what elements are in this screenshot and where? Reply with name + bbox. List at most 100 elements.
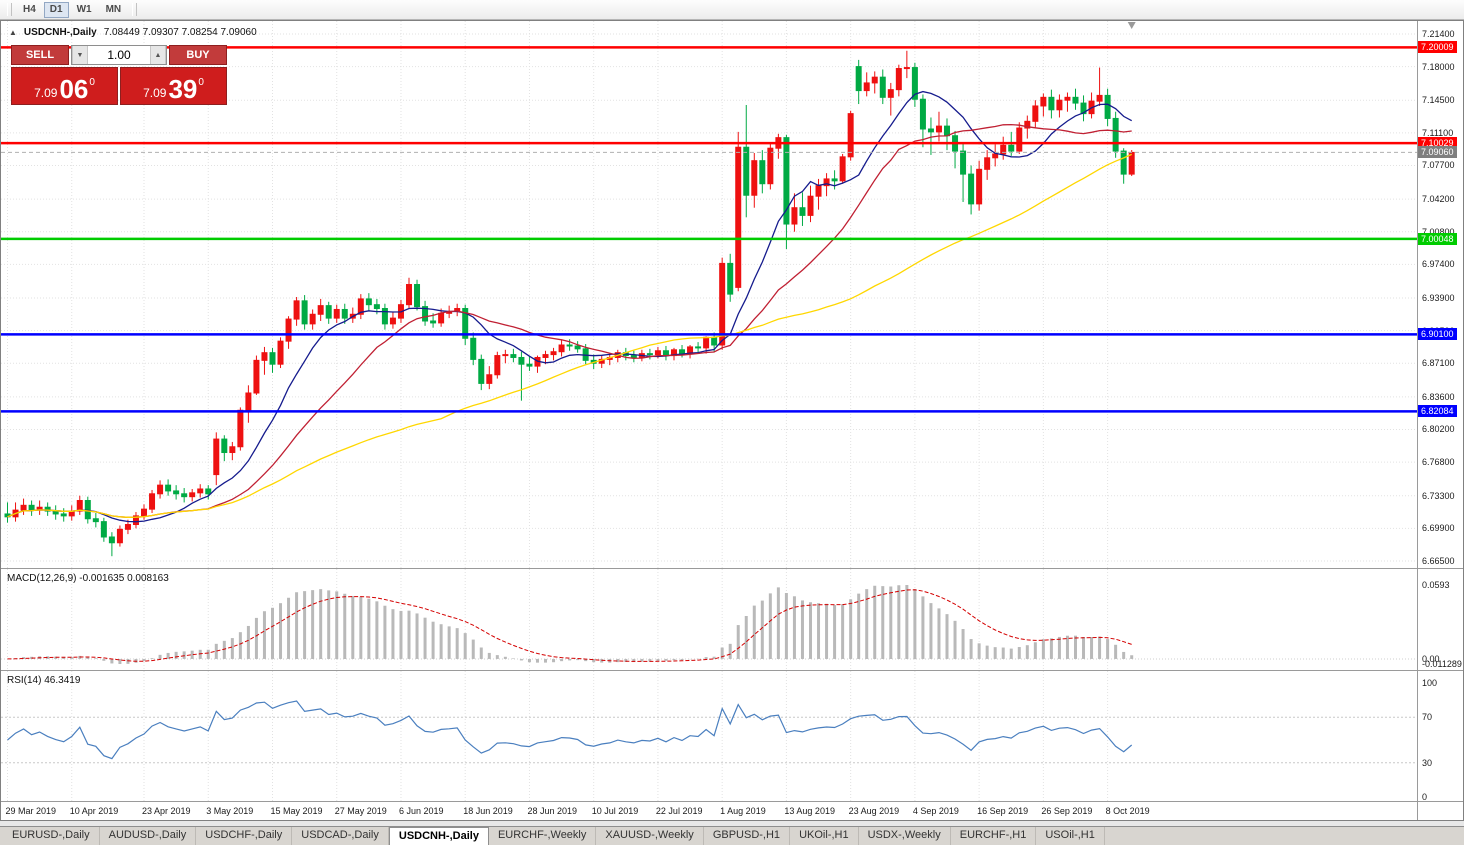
chart-tab-audusd-daily[interactable]: AUDUSD-,Daily: [100, 827, 197, 845]
date-tick: 18 Jun 2019: [463, 806, 513, 816]
lot-size-control[interactable]: ▼ 1.00 ▲: [71, 45, 167, 65]
rsi-panel: RSI(14) 46.3419 100 70 30 0: [1, 671, 1463, 802]
price-tick: 6.93900: [1422, 292, 1455, 303]
timeframe-button-mn[interactable]: MN: [100, 2, 128, 18]
symbol-period-label: USDCNH-,Daily: [23, 27, 97, 38]
price-chart-canvas[interactable]: [1, 21, 1417, 568]
buy-price-big: 39: [168, 74, 198, 104]
toolbar-gripper-end[interactable]: [132, 3, 138, 16]
price-tick: 6.76800: [1422, 457, 1455, 468]
buy-price-display[interactable]: 7.09 39 0: [120, 67, 227, 105]
rsi-tick: 100: [1422, 678, 1438, 688]
date-tick: 6 Jun 2019: [398, 806, 444, 816]
macd-panel: MACD(12,26,9) -0.001635 0.008163 0.0593 0…: [1, 569, 1463, 671]
ohlc-values: 7.08449 7.09307 7.08254 7.09060: [103, 27, 257, 38]
timeframe-buttons: H4 D1 W1 MN: [16, 1, 128, 18]
hline-price-badge: 6.90100: [1418, 328, 1457, 341]
rsi-canvas[interactable]: [1, 671, 1417, 801]
price-tick: 7.21400: [1422, 28, 1455, 39]
timeframe-button-w1[interactable]: W1: [71, 2, 98, 18]
timeframe-button-h4[interactable]: H4: [17, 2, 42, 18]
date-tick: 3 May 2019: [206, 806, 254, 816]
hline-price-badge: 6.82084: [1418, 405, 1457, 418]
price-axis[interactable]: 7.21400 7.18000 7.14500 7.11100 7.07700 7.042…: [1417, 21, 1463, 568]
price-tick: 6.83600: [1422, 391, 1455, 402]
macd-tick: 0.00: [1422, 653, 1440, 664]
price-tick: 6.73300: [1422, 490, 1455, 501]
hline-price-badge: 7.20009: [1418, 41, 1457, 54]
rsi-tick: 70: [1422, 712, 1433, 723]
sell-price-display[interactable]: 7.09 06 0: [11, 67, 118, 105]
chart-tab-usdcad-daily[interactable]: USDCAD-,Daily: [292, 827, 389, 845]
toolbar-gripper[interactable]: [7, 3, 12, 16]
date-tick: 8 Oct 2019: [1105, 806, 1150, 816]
chart-tab-eurchf-weekly[interactable]: EURCHF-,Weekly: [489, 827, 597, 845]
date-tick: 16 Sep 2019: [977, 806, 1029, 816]
buy-button[interactable]: BUY: [169, 45, 227, 65]
date-tick: 4 Sep 2019: [912, 806, 959, 816]
sell-button[interactable]: SELL: [11, 45, 69, 65]
sell-price-sup: 0: [89, 77, 95, 88]
date-tick: 23 Apr 2019: [142, 806, 191, 816]
macd-axis[interactable]: 0.0593 0.00 -0.011289: [1417, 569, 1463, 670]
chart-tab-eurusd-daily[interactable]: EURUSD-,Daily: [3, 827, 100, 845]
sell-price-big: 06: [59, 74, 89, 104]
lot-size-value[interactable]: 1.00: [107, 48, 131, 62]
chart-window: ▲ USDCNH-,Daily 7.08449 7.09307 7.08254 …: [0, 20, 1464, 821]
trade-panel-toggle-icon[interactable]: ▲: [9, 28, 17, 37]
rsi-tick: 30: [1422, 757, 1433, 768]
rsi-axis[interactable]: 100 70 30 0: [1417, 671, 1463, 802]
price-tick: 7.18000: [1422, 61, 1455, 72]
price-tick: 6.66500: [1422, 555, 1455, 566]
price-tick: 7.07700: [1422, 160, 1455, 171]
date-tick: 27 May 2019: [334, 806, 387, 816]
rsi-tick: 0: [1422, 792, 1428, 802]
price-tick: 7.11100: [1422, 127, 1454, 138]
chart-tabs-bar: EURUSD-,Daily AUDUSD-,Daily USDCHF-,Daily U…: [0, 826, 1464, 845]
axis-corner: [1417, 802, 1463, 820]
chart-tab-usdchf-daily[interactable]: USDCHF-,Daily: [196, 827, 293, 845]
price-tick: 6.80200: [1422, 424, 1455, 435]
date-tick: 22 Jul 2019: [655, 806, 703, 816]
date-tick: 13 Aug 2019: [784, 806, 835, 816]
price-tick: 6.97400: [1422, 259, 1455, 270]
buy-price-sup: 0: [198, 77, 204, 88]
sell-price-small: 7.09: [34, 86, 58, 100]
price-tick: 7.04200: [1422, 194, 1455, 205]
macd-canvas[interactable]: [1, 569, 1417, 670]
timeframe-toolbar: H4 D1 W1 MN: [0, 0, 1464, 20]
macd-tick: 0.0593: [1422, 580, 1450, 590]
time-axis[interactable]: 29 Mar 2019 10 Apr 2019 23 Apr 2019 3 May 2…: [1, 802, 1463, 820]
chart-tab-usoil-h1[interactable]: USOil-,H1: [1036, 827, 1105, 845]
date-tick: 1 Aug 2019: [720, 806, 766, 816]
date-tick: 26 Sep 2019: [1041, 806, 1093, 816]
price-tick: 6.69900: [1422, 523, 1455, 534]
price-tick: 6.87100: [1422, 358, 1455, 369]
macd-label: MACD(12,26,9) -0.001635 0.008163: [7, 573, 169, 584]
chart-tab-eurchf-h1[interactable]: EURCHF-,H1: [951, 827, 1037, 845]
chart-tab-usdx-weekly[interactable]: USDX-,Weekly: [859, 827, 951, 845]
current-price-badge: 7.09060: [1418, 146, 1457, 159]
chart-tab-gbpusd-h1[interactable]: GBPUSD-,H1: [704, 827, 791, 845]
price-panel: ▲ USDCNH-,Daily 7.08449 7.09307 7.08254 …: [1, 21, 1463, 569]
price-tick: 7.00800: [1422, 226, 1455, 237]
chart-title: ▲ USDCNH-,Daily 7.08449 7.09307 7.08254 …: [9, 27, 257, 38]
hline-price-badge: 7.00048: [1418, 232, 1457, 245]
rsi-label: RSI(14) 46.3419: [7, 675, 81, 686]
price-tick: 7.14500: [1422, 95, 1455, 106]
date-tick: 28 Jun 2019: [527, 806, 577, 816]
date-tick: 15 May 2019: [270, 806, 323, 816]
timeframe-button-d1[interactable]: D1: [43, 1, 69, 18]
buy-price-small: 7.09: [143, 86, 167, 100]
hline-price-badge: 7.10029: [1418, 137, 1457, 150]
lot-increase-button[interactable]: ▲: [150, 46, 166, 64]
date-tick: 23 Aug 2019: [848, 806, 900, 816]
chart-tab-xauusd-weekly[interactable]: XAUUSD-,Weekly: [596, 827, 704, 845]
chart-tab-ukoil-h1[interactable]: UKOil-,H1: [790, 827, 859, 845]
macd-tick: -0.011289: [1422, 659, 1462, 669]
chart-tab-usdcnh-daily[interactable]: USDCNH-,Daily: [388, 827, 489, 845]
date-tick: 10 Jul 2019: [591, 806, 639, 816]
lot-decrease-button[interactable]: ▼: [72, 46, 88, 64]
one-click-trading-panel: SELL ▼ 1.00 ▲ BUY 7.09 06 0 7.09 39 0: [11, 45, 227, 105]
